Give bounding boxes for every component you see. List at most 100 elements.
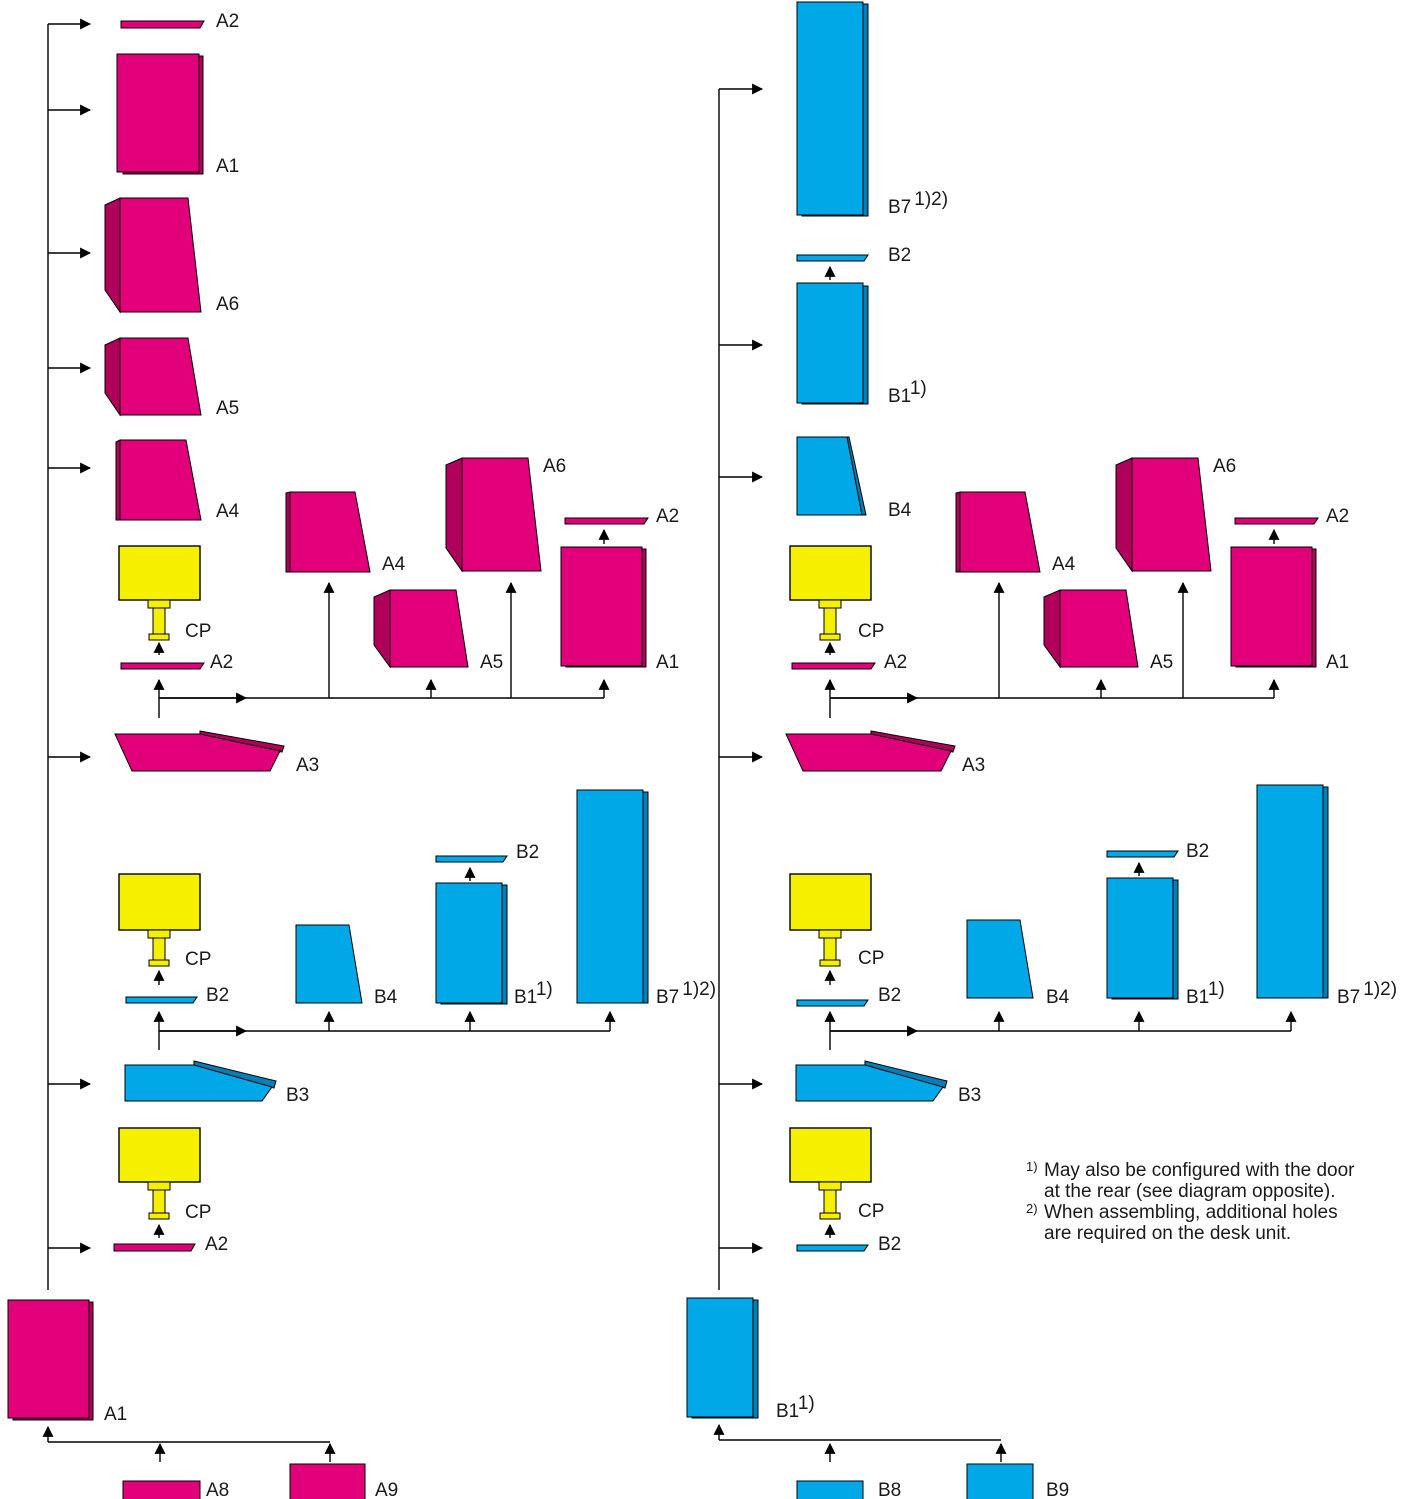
cabinet-b1-r-bottom: [686, 1297, 759, 1419]
label-b7-r: B7 1)2): [1337, 979, 1397, 1008]
label-a5-r: A5: [1150, 652, 1173, 673]
cabinet-b7-top: [796, 1, 869, 217]
panel-a2-bottom: [113, 1243, 196, 1252]
control-panel-1: [118, 545, 201, 655]
label-b2-sub: B2: [516, 842, 539, 863]
control-panel-3: [118, 1127, 201, 1238]
label-a3-r: A3: [962, 755, 985, 776]
label-a5: A5: [216, 398, 239, 419]
label-a3: A3: [296, 755, 319, 776]
cabinet-b1-r2: [1106, 877, 1179, 1000]
panel-a2-sub: [564, 517, 649, 525]
label-a2: A2: [216, 11, 239, 32]
control-panel-2: [118, 873, 201, 985]
label-a2-r: A2: [884, 652, 907, 673]
label-b2-r-bottom: B2: [878, 1234, 901, 1255]
footnote-2-text: When assembling, additional holes are re…: [1044, 1202, 1338, 1244]
label-a2-bottom: A2: [205, 1234, 228, 1255]
label-a1: A1: [216, 156, 239, 177]
label-a5-sub: A5: [480, 652, 503, 673]
panel-a2: [120, 20, 205, 29]
label-a6: A6: [216, 294, 239, 315]
label-b3-r: B3: [958, 1085, 981, 1106]
label-a9: A9: [375, 1480, 398, 1499]
plinth-b8: [796, 1480, 864, 1499]
footnote-2: 2) When assembling, additional holes are …: [1026, 1201, 1356, 1244]
label-b1-r-bottom: B11): [776, 1393, 815, 1422]
label-b4-r2: B4: [1046, 987, 1070, 1008]
left-diagram: A2 A1 A6 A5 A4: [7, 11, 716, 1499]
cabinet-a4-r: [955, 491, 1041, 573]
desk-a3: [114, 730, 285, 772]
label-a6-r: A6: [1213, 456, 1236, 477]
panel-a2-mid: [120, 662, 205, 670]
label-a4-sub: A4: [382, 554, 406, 575]
label-a2-sub: A2: [656, 506, 679, 527]
label-cp-3: CP: [185, 1202, 211, 1223]
label-b2: B2: [206, 985, 229, 1006]
panel-b2: [125, 996, 198, 1004]
label-b7: B7 1)2): [656, 979, 716, 1008]
footnote-1-text: May also be configured with the door at …: [1044, 1160, 1355, 1202]
label-a1-bottom: A1: [104, 1404, 127, 1425]
label-cp-r2: CP: [858, 948, 884, 969]
cabinet-a5: [104, 337, 202, 417]
desk-b3: [124, 1060, 277, 1102]
plinth-a8: [122, 1480, 201, 1499]
label-b4: B4: [374, 987, 398, 1008]
cabinet-a4: [115, 439, 202, 521]
label-a2-mid: A2: [210, 652, 233, 673]
cabinet-b1: [435, 882, 508, 1005]
panel-b2-r: [796, 999, 869, 1007]
cabinet-a4-sub: [285, 491, 371, 573]
cabinet-a6-r: [1115, 457, 1212, 573]
label-b2-r: B2: [878, 985, 901, 1006]
label-cp-r1: CP: [858, 621, 884, 642]
label-b3: B3: [286, 1085, 309, 1106]
desk-a3-r: [785, 730, 956, 772]
cabinet-b4: [295, 924, 363, 1004]
label-a4: A4: [216, 501, 240, 522]
control-panel-r1: [789, 545, 872, 655]
panel-a2-r: [791, 662, 876, 670]
cabinet-a5-r: [1043, 589, 1139, 669]
right-diagram: B7 1)2) B2 B11) B4 CP A2: [686, 1, 1397, 1499]
label-a8: A8: [206, 1480, 229, 1499]
panel-a2-r-sub: [1234, 517, 1319, 525]
label-b7-top: B7 1)2): [888, 189, 948, 218]
cabinet-a1-r: [1230, 546, 1317, 668]
label-b1: B11): [514, 979, 553, 1008]
label-b8: B8: [878, 1480, 901, 1499]
control-panel-r2: [789, 873, 872, 985]
footnote-1-marker: 1): [1026, 1159, 1038, 1174]
label-a1-r: A1: [1326, 652, 1349, 673]
label-b1-r2: B11): [1186, 979, 1225, 1008]
label-b4-right: B4: [888, 500, 912, 521]
cabinet-b1-right: [796, 282, 869, 405]
panel-b2-top: [796, 254, 869, 262]
cabinet-a1-bottom: [7, 1299, 94, 1421]
label-a1-sub: A1: [656, 652, 679, 673]
label-b2-top: B2: [888, 245, 911, 266]
label-cp-2: CP: [185, 949, 211, 970]
panel-b2-r-bottom: [796, 1244, 869, 1252]
label-a4-r: A4: [1052, 554, 1076, 575]
cabinet-a1-sub: [560, 546, 647, 668]
plinth-b9: [966, 1463, 1034, 1499]
panel-b2-sub: [435, 855, 508, 863]
panel-b2-r-sub: [1106, 850, 1179, 858]
label-b2-r-sub: B2: [1186, 841, 1209, 862]
cabinet-b7: [576, 789, 649, 1004]
footnote-1: 1) May also be configured with the door a…: [1026, 1159, 1356, 1202]
desk-b3-r: [795, 1060, 948, 1102]
cabinet-a6: [104, 197, 202, 314]
control-panel-r3: [789, 1127, 872, 1238]
label-cp-1: CP: [185, 621, 211, 642]
label-a6-sub: A6: [543, 456, 566, 477]
footnotes: 1) May also be configured with the door a…: [1026, 1159, 1356, 1244]
label-cp-r3: CP: [858, 1201, 884, 1222]
cabinet-a1: [116, 53, 204, 175]
cabinet-a5-sub: [373, 589, 469, 669]
plinth-a9: [289, 1463, 366, 1499]
